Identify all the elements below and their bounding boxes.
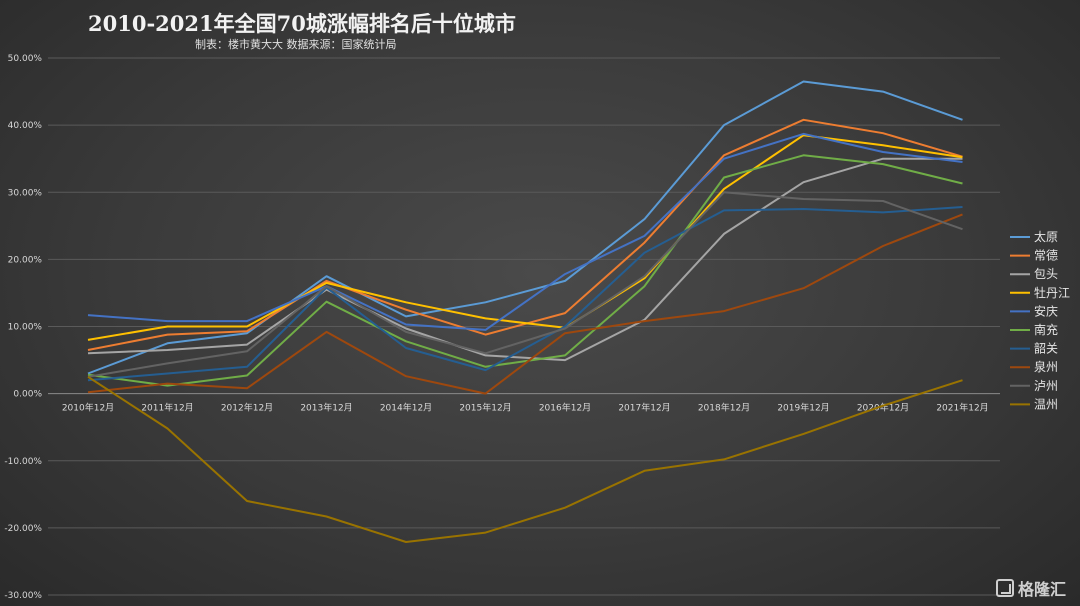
y-tick-label: 20.00% bbox=[8, 255, 43, 265]
x-tick-label: 2015年12月 bbox=[459, 402, 511, 414]
legend-label: 韶关 bbox=[1034, 341, 1058, 356]
chart-subtitle: 制表：楼市黄大大 数据来源：国家统计局 bbox=[195, 38, 397, 51]
y-tick-label: 50.00% bbox=[8, 54, 43, 64]
gelonghui-logo-icon bbox=[995, 579, 1014, 597]
legend-label: 泉州 bbox=[1034, 360, 1058, 374]
series-line-常德 bbox=[87, 118, 963, 351]
chart-title: 2010-2021年全国70城涨幅排名后十位城市 bbox=[88, 11, 516, 36]
legend-label: 泸州 bbox=[1034, 379, 1058, 393]
legend-label: 南充 bbox=[1034, 322, 1058, 337]
legend-label: 温州 bbox=[1034, 397, 1058, 411]
y-tick-label: -20.00% bbox=[4, 524, 42, 534]
y-tick-label: 30.00% bbox=[8, 188, 43, 198]
series-lines bbox=[87, 80, 963, 543]
series-line-韶关 bbox=[87, 206, 963, 382]
series-line-包头 bbox=[87, 157, 963, 362]
y-tick-label: 40.00% bbox=[8, 121, 43, 131]
x-tick-label: 2018年12月 bbox=[698, 402, 750, 414]
legend-label: 安庆 bbox=[1034, 303, 1058, 318]
series-line-南充 bbox=[87, 154, 963, 387]
series-line-太原 bbox=[87, 80, 963, 375]
x-tick-label: 2016年12月 bbox=[539, 402, 591, 414]
x-tick-label: 2017年12月 bbox=[618, 402, 670, 414]
y-tick-label: -30.00% bbox=[4, 591, 42, 601]
x-tick-label: 2019年12月 bbox=[777, 402, 829, 414]
legend-label: 太原 bbox=[1034, 229, 1058, 244]
x-tick-label: 2012年12月 bbox=[221, 402, 273, 414]
x-tick-label: 2010年12月 bbox=[62, 402, 114, 414]
series-line-温州 bbox=[87, 375, 963, 543]
x-tick-label: 2011年12月 bbox=[141, 402, 193, 414]
y-tick-label: -10.00% bbox=[4, 457, 42, 467]
watermark-text: 格隆汇 bbox=[1017, 580, 1066, 599]
legend-label: 牡丹江 bbox=[1034, 285, 1070, 300]
series-line-泉州 bbox=[87, 213, 963, 395]
y-axis: 50.00% 40.00% 30.00% 20.00% 10.00% 0.00% -10.0… bbox=[4, 54, 42, 601]
x-tick-label: 2014年12月 bbox=[380, 402, 432, 414]
legend-label: 包头 bbox=[1034, 267, 1058, 281]
series-line-安庆 bbox=[87, 132, 963, 331]
y-tick-label: 10.00% bbox=[8, 323, 43, 333]
x-tick-label: 2013年12月 bbox=[300, 402, 352, 414]
series-line-牡丹江 bbox=[87, 134, 963, 341]
legend-label: 常德 bbox=[1034, 248, 1058, 263]
watermark-logo: 格隆汇 bbox=[995, 576, 1066, 600]
grid-lines bbox=[48, 57, 1000, 596]
y-tick-label: 0.00% bbox=[13, 390, 42, 400]
x-axis: 2010年12月 2011年12月 2012年12月 2013年12月 2014年12月… bbox=[62, 402, 989, 414]
x-tick-label: 2021年12月 bbox=[936, 402, 988, 414]
series-line-泸州 bbox=[87, 191, 963, 378]
